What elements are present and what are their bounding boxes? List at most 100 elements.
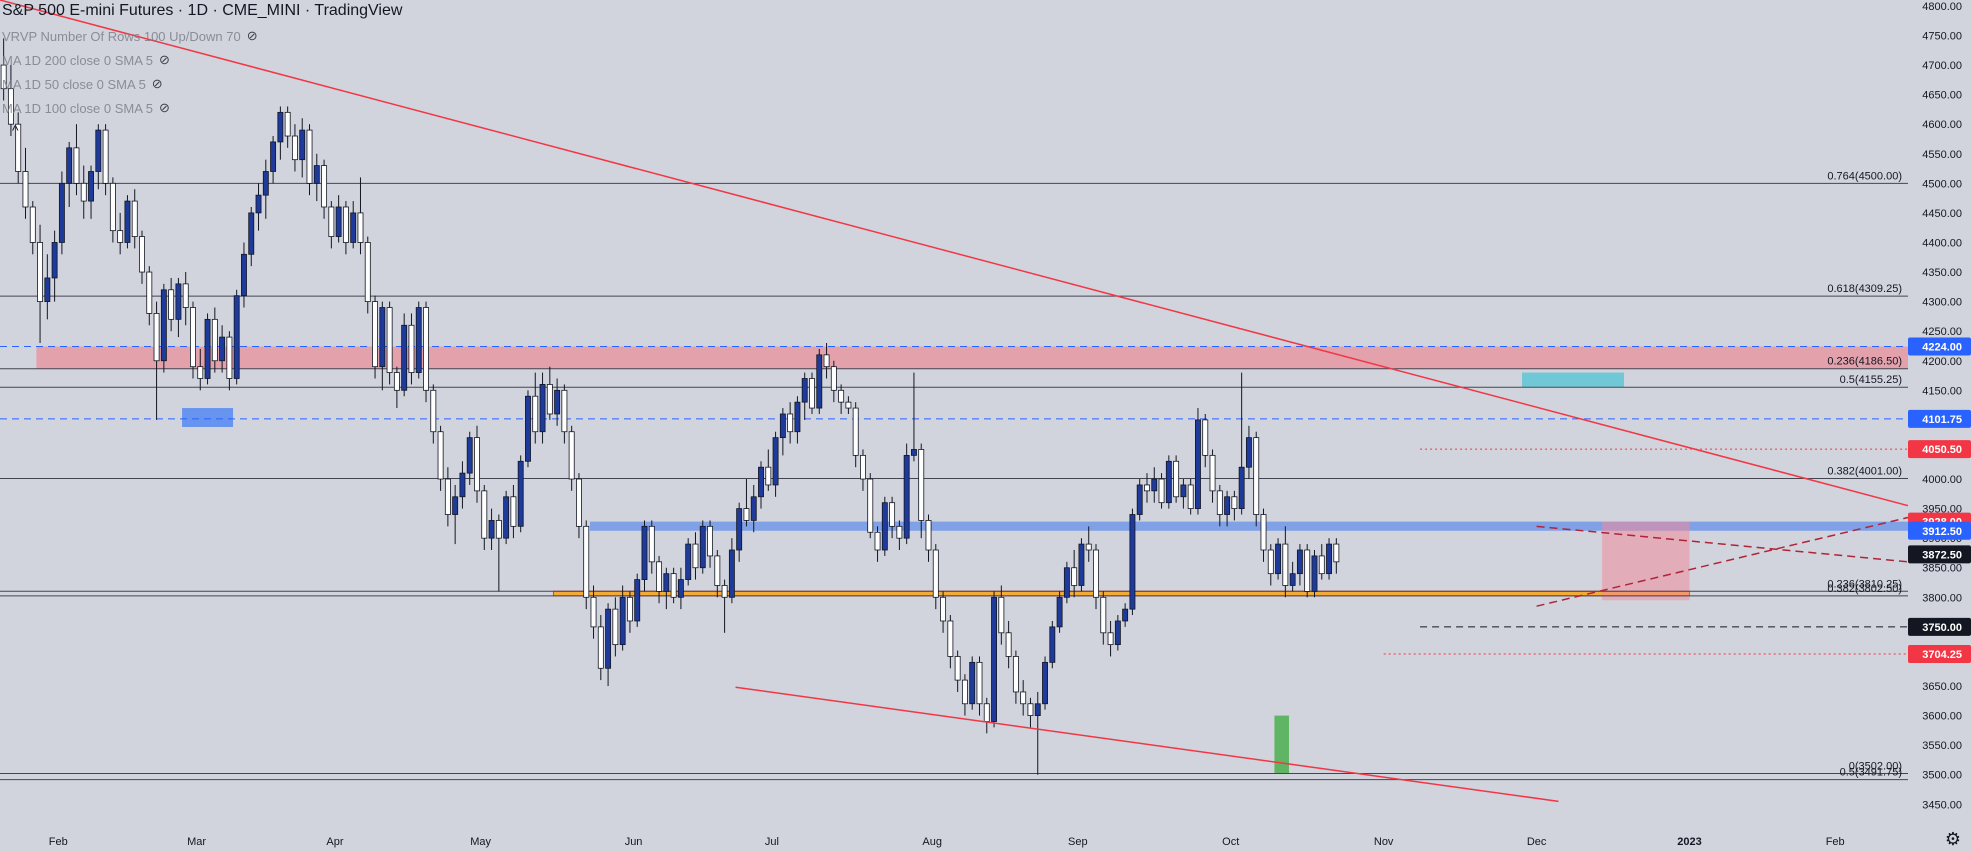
candle-body (204, 318, 211, 379)
price-label-box (1908, 644, 1971, 663)
candle-body (1231, 496, 1238, 510)
candle-body (1311, 555, 1318, 592)
fib-level-label: 0.236(4186.50) (1827, 356, 1902, 368)
price-label-box (1908, 521, 1971, 540)
candle-body (765, 466, 772, 486)
eye-off-icon[interactable]: ⊘ (151, 76, 163, 91)
eye-off-icon[interactable]: ⊘ (159, 52, 170, 67)
candle-body (1209, 454, 1216, 492)
time-tick-label: Nov (1374, 836, 1394, 848)
candle-body (728, 549, 735, 598)
candle-body (510, 496, 517, 527)
candle-body (1071, 567, 1078, 586)
indicator-ma-100[interactable]: MA 1D 100 close 0 SMA 5 ⊘ (2, 100, 170, 116)
price-tick-label: 3850.00 (1922, 563, 1962, 575)
candle-body (809, 378, 815, 409)
candle-body (66, 147, 73, 184)
time-tick-label: Jun (625, 836, 643, 848)
price-tick-label: 4250.00 (1922, 326, 1962, 338)
candle-body (313, 165, 320, 184)
candle-body (175, 283, 182, 320)
candle-body (153, 313, 160, 362)
indicator-ma-50[interactable]: MA 1D 50 close 0 SMA 5 ⊘ (2, 76, 163, 92)
candle-body (707, 525, 713, 557)
candle-body (634, 579, 641, 622)
candle-body (1245, 437, 1252, 468)
candle-body (714, 555, 721, 586)
eye-off-icon[interactable]: ⊘ (246, 28, 258, 43)
candle-body (532, 395, 539, 433)
candle-body (896, 525, 903, 539)
candle-body (605, 608, 612, 669)
candle-body (1114, 620, 1121, 646)
candle-body (437, 431, 444, 480)
fib-labels-layer: 0.764(4500.00) 0.618(4309.25) 0.236(4186.5… (1827, 170, 1902, 778)
candle-body (838, 389, 845, 403)
candle-body (692, 543, 699, 569)
price-tick-label: 3600.00 (1922, 711, 1962, 723)
candle-body (474, 437, 480, 492)
indicator-vrvp[interactable]: VRVP Number Of Rows 100 Up/Down 70 ⊘ (2, 28, 258, 44)
candle-body (1085, 543, 1092, 551)
candle-body (568, 431, 575, 480)
candle-body (1267, 549, 1274, 575)
collapse-legend-icon[interactable]: ^ (12, 122, 19, 138)
candle-body (408, 324, 415, 373)
candle-body (51, 242, 58, 279)
candle-body (1253, 437, 1260, 515)
candle-body (139, 236, 145, 273)
green-zone (1274, 715, 1289, 774)
candle-body (15, 123, 22, 172)
candle-body (95, 129, 102, 172)
candle-body (597, 626, 604, 669)
price-tick-label: 4150.00 (1922, 385, 1962, 397)
fib-level-label: 0(3502.00) (1849, 761, 1902, 773)
eye-off-icon[interactable]: ⊘ (159, 100, 170, 115)
candle-body (736, 508, 743, 551)
candle-body (626, 596, 633, 622)
candle-body (488, 520, 495, 539)
indicator-ma-200[interactable]: MA 1D 200 close 0 SMA 5 ⊘ (2, 52, 170, 68)
candle-body (0, 64, 7, 90)
candle-body (444, 478, 451, 515)
settings-gear-icon[interactable]: ⚙ (1944, 829, 1961, 849)
candle-body (401, 324, 408, 391)
price-tick-label: 4550.00 (1922, 149, 1962, 161)
support-zone-3912 (589, 521, 1908, 531)
candle-body (576, 478, 582, 527)
candle-body (612, 608, 619, 646)
candle-body (357, 212, 364, 243)
indicator-label: MA 1D 100 close 0 SMA 5 (2, 100, 154, 116)
price-tick-label: 3450.00 (1922, 799, 1962, 811)
candle-body (699, 525, 706, 569)
price-axis-layer: 3450.003500.003550.003600.003650.003700.… (1908, 0, 1971, 852)
candle-body (823, 354, 830, 368)
candle-body (750, 496, 757, 521)
candle-body (1326, 543, 1332, 575)
candle-body (998, 596, 1005, 634)
candle-body (1275, 543, 1282, 575)
candle-body (80, 182, 87, 202)
candle-body (881, 502, 888, 551)
candle-body (262, 171, 269, 196)
candle-body (58, 182, 65, 243)
candle-body (889, 502, 896, 527)
candle-body (641, 525, 648, 580)
candle-body (743, 508, 750, 521)
candle-body (685, 543, 692, 580)
candle-body (1107, 632, 1114, 646)
candle-body (779, 413, 786, 439)
candle-body (1034, 703, 1041, 716)
candle-body (874, 531, 881, 551)
candle-body (131, 200, 138, 237)
candle-body (590, 596, 597, 628)
symbol-title[interactable]: S&P 500 E-mini Futures · 1D · CME_MINI ·… (2, 2, 403, 19)
chart-legend: S&P 500 E-mini Futures · 1D · CME_MINI ·… (2, 2, 522, 116)
fib-level-label: 0.236(3810.25) (1827, 578, 1902, 590)
fib-level-label: 0.5(4155.25) (1840, 374, 1902, 386)
candle-body (910, 449, 917, 456)
candle-body (1027, 703, 1034, 716)
candle-body (379, 307, 386, 368)
